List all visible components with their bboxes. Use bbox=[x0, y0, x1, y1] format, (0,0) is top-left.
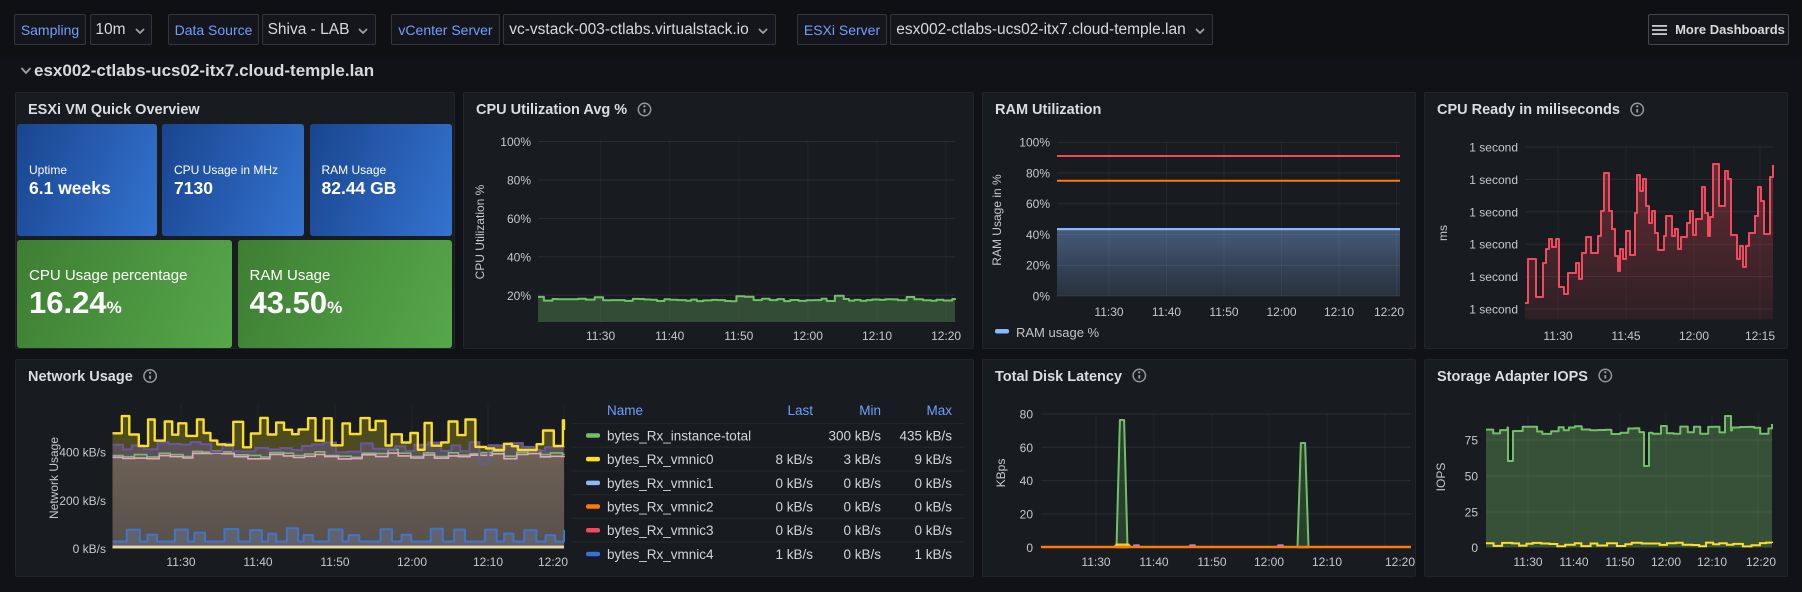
svg-text:12:10: 12:10 bbox=[473, 555, 503, 569]
svg-text:11:40: 11:40 bbox=[655, 329, 684, 343]
svg-text:12:00: 12:00 bbox=[793, 329, 823, 343]
svg-text:11:40: 11:40 bbox=[1139, 555, 1168, 569]
svg-text:bytes_Rx_vmnic0: bytes_Rx_vmnic0 bbox=[607, 452, 714, 467]
svg-text:11:30: 11:30 bbox=[1094, 305, 1123, 319]
svg-text:bytes_Rx_vmnic4: bytes_Rx_vmnic4 bbox=[607, 547, 714, 562]
svg-text:1 second: 1 second bbox=[1469, 205, 1518, 219]
svg-text:11:40: 11:40 bbox=[1152, 305, 1181, 319]
svg-text:12:20: 12:20 bbox=[1385, 555, 1415, 569]
svg-text:435 kB/s: 435 kB/s bbox=[899, 428, 952, 443]
svg-text:12:10: 12:10 bbox=[1312, 555, 1342, 569]
svg-text:0 kB/s: 0 kB/s bbox=[775, 476, 813, 491]
svg-text:75: 75 bbox=[1465, 434, 1479, 448]
svg-text:12:15: 12:15 bbox=[1745, 329, 1775, 343]
svg-text:0 kB/s: 0 kB/s bbox=[914, 476, 952, 491]
svg-text:bytes_Rx_instance-total: bytes_Rx_instance-total bbox=[607, 428, 751, 443]
svg-text:1 second: 1 second bbox=[1469, 270, 1518, 284]
svg-text:0 kB/s: 0 kB/s bbox=[843, 523, 881, 538]
svg-text:11:30: 11:30 bbox=[1543, 329, 1572, 343]
svg-text:80%: 80% bbox=[507, 174, 531, 188]
svg-text:40%: 40% bbox=[507, 250, 531, 264]
svg-text:11:30: 11:30 bbox=[1513, 555, 1542, 569]
svg-text:0 kB/s: 0 kB/s bbox=[775, 500, 813, 515]
svg-text:11:50: 11:50 bbox=[1197, 555, 1226, 569]
svg-text:25: 25 bbox=[1465, 506, 1479, 520]
svg-text:12:10: 12:10 bbox=[1324, 305, 1354, 319]
svg-text:11:30: 11:30 bbox=[166, 555, 195, 569]
svg-text:12:10: 12:10 bbox=[1697, 555, 1727, 569]
svg-text:20%: 20% bbox=[1026, 259, 1050, 273]
svg-text:20%: 20% bbox=[507, 289, 531, 303]
svg-text:11:45: 11:45 bbox=[1611, 329, 1640, 343]
svg-text:60: 60 bbox=[1020, 441, 1034, 455]
svg-text:bytes_Rx_vmnic2: bytes_Rx_vmnic2 bbox=[607, 500, 714, 515]
svg-text:8 kB/s: 8 kB/s bbox=[775, 452, 813, 467]
svg-text:300 kB/s: 300 kB/s bbox=[828, 428, 881, 443]
svg-text:100%: 100% bbox=[500, 135, 531, 149]
svg-text:11:30: 11:30 bbox=[586, 329, 615, 343]
svg-text:12:00: 12:00 bbox=[1254, 555, 1284, 569]
svg-text:12:00: 12:00 bbox=[1679, 329, 1709, 343]
svg-text:0 kB/s: 0 kB/s bbox=[914, 523, 952, 538]
svg-text:200 kB/s: 200 kB/s bbox=[59, 494, 106, 508]
svg-text:11:40: 11:40 bbox=[1559, 555, 1588, 569]
svg-text:11:50: 11:50 bbox=[320, 555, 349, 569]
svg-text:100%: 100% bbox=[1019, 136, 1050, 150]
svg-text:40: 40 bbox=[1020, 474, 1034, 488]
svg-text:80%: 80% bbox=[1026, 167, 1050, 181]
svg-text:11:30: 11:30 bbox=[1081, 555, 1110, 569]
svg-text:12:00: 12:00 bbox=[1266, 305, 1296, 319]
svg-text:1 second: 1 second bbox=[1469, 303, 1518, 317]
svg-text:0 kB/s: 0 kB/s bbox=[73, 542, 106, 556]
svg-text:12:00: 12:00 bbox=[1651, 555, 1681, 569]
svg-text:40%: 40% bbox=[1026, 228, 1050, 242]
svg-text:0: 0 bbox=[1026, 541, 1033, 555]
svg-text:20: 20 bbox=[1020, 507, 1034, 521]
svg-text:Max: Max bbox=[926, 403, 952, 418]
svg-text:Last: Last bbox=[787, 403, 813, 418]
svg-text:50: 50 bbox=[1465, 470, 1479, 484]
svg-text:0 kB/s: 0 kB/s bbox=[843, 476, 881, 491]
svg-text:0 kB/s: 0 kB/s bbox=[843, 500, 881, 515]
svg-text:1 kB/s: 1 kB/s bbox=[775, 547, 813, 562]
svg-text:80: 80 bbox=[1020, 408, 1034, 422]
svg-text:60%: 60% bbox=[1026, 197, 1050, 211]
svg-text:12:20: 12:20 bbox=[538, 555, 568, 569]
svg-text:9 kB/s: 9 kB/s bbox=[914, 452, 952, 467]
svg-text:12:00: 12:00 bbox=[397, 555, 427, 569]
svg-text:3 kB/s: 3 kB/s bbox=[843, 452, 881, 467]
svg-text:1 second: 1 second bbox=[1469, 141, 1518, 155]
svg-text:Min: Min bbox=[859, 403, 881, 418]
svg-text:0%: 0% bbox=[1033, 290, 1051, 304]
svg-text:12:10: 12:10 bbox=[862, 329, 892, 343]
svg-text:60%: 60% bbox=[507, 212, 531, 226]
svg-text:1 second: 1 second bbox=[1469, 238, 1518, 252]
svg-text:Name: Name bbox=[607, 403, 643, 418]
svg-text:bytes_Rx_vmnic1: bytes_Rx_vmnic1 bbox=[607, 476, 714, 491]
svg-text:0: 0 bbox=[1471, 541, 1478, 555]
svg-text:0 kB/s: 0 kB/s bbox=[843, 547, 881, 562]
svg-text:11:50: 11:50 bbox=[1209, 305, 1238, 319]
svg-text:RAM usage %: RAM usage % bbox=[1016, 325, 1100, 340]
svg-text:12:20: 12:20 bbox=[931, 329, 961, 343]
svg-text:12:20: 12:20 bbox=[1374, 305, 1404, 319]
svg-text:bytes_Rx_vmnic3: bytes_Rx_vmnic3 bbox=[607, 523, 714, 538]
svg-text:11:50: 11:50 bbox=[724, 329, 753, 343]
svg-text:1 second: 1 second bbox=[1469, 173, 1518, 187]
svg-text:400 kB/s: 400 kB/s bbox=[59, 446, 106, 460]
svg-text:11:40: 11:40 bbox=[243, 555, 272, 569]
svg-text:1 kB/s: 1 kB/s bbox=[914, 547, 952, 562]
svg-text:0 kB/s: 0 kB/s bbox=[775, 523, 813, 538]
svg-text:12:20: 12:20 bbox=[1746, 555, 1776, 569]
svg-text:0 kB/s: 0 kB/s bbox=[914, 500, 952, 515]
svg-text:11:50: 11:50 bbox=[1605, 555, 1634, 569]
